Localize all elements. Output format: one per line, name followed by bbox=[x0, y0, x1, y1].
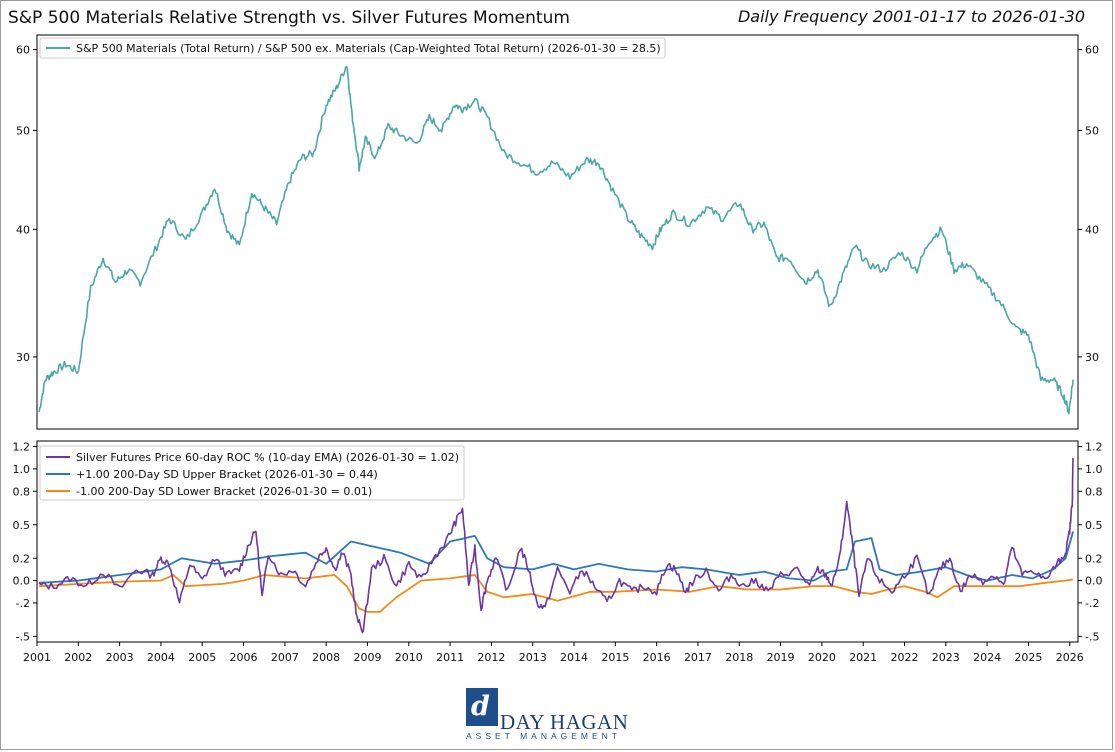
xtick-label: 2025 bbox=[1014, 651, 1042, 664]
bottom-ytick-label-right: 1.2 bbox=[1085, 441, 1103, 454]
top-ytick-label-left: 50 bbox=[16, 124, 30, 137]
bottom-ytick-label-left: -.2 bbox=[16, 597, 30, 610]
legend-label-roc: Silver Futures Price 60-day ROC % (10-da… bbox=[76, 451, 459, 464]
xtick-label: 2023 bbox=[932, 651, 960, 664]
top-ytick-label-left: 30 bbox=[16, 351, 30, 364]
day-hagan-logo-mark-icon: d bbox=[466, 688, 498, 726]
bottom-ytick-label-left: -.5 bbox=[16, 630, 30, 643]
bottom-ytick-label-left: 0.0 bbox=[13, 575, 31, 588]
top-ytick-label-left: 60 bbox=[16, 44, 30, 57]
bottom-ytick-label-left: 0.8 bbox=[13, 485, 31, 498]
xtick-label: 2022 bbox=[891, 651, 919, 664]
top-series-group bbox=[38, 65, 1074, 415]
chart-title: S&P 500 Materials Relative Strength vs. … bbox=[8, 8, 570, 28]
xtick-label: 2010 bbox=[395, 651, 423, 664]
xtick-label: 2006 bbox=[230, 651, 258, 664]
xtick-label: 2009 bbox=[353, 651, 381, 664]
xtick-label: 2019 bbox=[767, 651, 795, 664]
bottom-ytick-label-left: 0.2 bbox=[13, 552, 31, 565]
xtick-label: 2001 bbox=[23, 651, 51, 664]
xtick-label: 2013 bbox=[519, 651, 547, 664]
bottom-ytick-label-left: 1.0 bbox=[13, 463, 31, 476]
xtick-label: 2021 bbox=[849, 651, 877, 664]
bottom-ytick-label-right: -.5 bbox=[1085, 630, 1099, 643]
bottom-series-group bbox=[38, 457, 1074, 634]
xtick-label: 2005 bbox=[188, 651, 216, 664]
top-plot-area bbox=[36, 34, 1079, 430]
bottom-axes: -.5 -.5 -.2 -.2 0.0 0.0 0.2 0.2 0.5 0.5 0.8 0.8 1.0 1… bbox=[13, 441, 1103, 644]
bottom-ytick-label-right: 0.2 bbox=[1085, 552, 1103, 565]
xtick-label: 2026 bbox=[1056, 651, 1084, 664]
bottom-ytick-label-right: 1.0 bbox=[1085, 463, 1103, 476]
top-legend: S&P 500 Materials (Total Return) / S&P 5… bbox=[39, 37, 666, 59]
xtick-label: 2012 bbox=[477, 651, 505, 664]
top-ytick-label-right: 30 bbox=[1085, 351, 1099, 364]
bottom-ytick-label-left: 0.5 bbox=[13, 519, 31, 532]
xtick-label: 2003 bbox=[106, 651, 134, 664]
xtick-label: 2015 bbox=[601, 651, 629, 664]
bottom-ytick-label-right: 0.8 bbox=[1085, 485, 1103, 498]
xtick-label: 2014 bbox=[560, 651, 588, 664]
chart-subtitle: Daily Frequency 2001-01-17 to 2026-01-30 bbox=[737, 7, 1085, 26]
bottom-legend: Silver Futures Price 60-day ROC % (10-da… bbox=[39, 445, 465, 501]
xtick-label: 2020 bbox=[808, 651, 836, 664]
xtick-label: 2024 bbox=[973, 651, 1001, 664]
series-line-upper-bracket bbox=[39, 531, 1074, 584]
xtick-label: 2018 bbox=[725, 651, 753, 664]
legend-label-ratio: S&P 500 Materials (Total Return) / S&P 5… bbox=[76, 42, 661, 55]
bottom-ytick-label-left: 1.2 bbox=[13, 441, 31, 454]
top-ytick-label-right: 50 bbox=[1085, 124, 1099, 137]
x-axis: 2001 2002 2003 2004 2005 2006 2007 2008 2009 2010… bbox=[23, 642, 1084, 664]
bottom-ytick-label-right: 0.5 bbox=[1085, 519, 1103, 532]
xtick-label: 2008 bbox=[312, 651, 340, 664]
bottom-legend-box bbox=[39, 445, 465, 501]
series-line-materials-ratio bbox=[38, 65, 1074, 415]
top-legend-box bbox=[39, 37, 666, 59]
bottom-ytick-label-right: 0.0 bbox=[1085, 575, 1103, 588]
top-ytick-label-right: 60 bbox=[1085, 44, 1099, 57]
company-logo: d DAY HAGAN ASSET MANAGEMENT bbox=[462, 686, 628, 742]
top-axes: 30 30 40 40 50 50 60 60 bbox=[16, 44, 1099, 364]
bottom-ytick-label-right: -.2 bbox=[1085, 597, 1099, 610]
legend-label-lower: -1.00 200-Day SD Lower Bracket (2026-01-… bbox=[76, 485, 372, 498]
xtick-label: 2007 bbox=[271, 651, 299, 664]
series-line-silver-roc bbox=[38, 457, 1074, 634]
xtick-label: 2016 bbox=[643, 651, 671, 664]
xtick-label: 2011 bbox=[436, 651, 464, 664]
series-line-lower-bracket bbox=[39, 574, 1074, 613]
logo-subtitle: ASSET MANAGEMENT bbox=[466, 731, 621, 741]
top-ytick-label-left: 40 bbox=[16, 223, 30, 236]
top-ytick-label-right: 40 bbox=[1085, 223, 1099, 236]
xtick-label: 2002 bbox=[64, 651, 92, 664]
bottom-plot-area bbox=[36, 440, 1079, 643]
legend-label-upper: +1.00 200-Day SD Upper Bracket (2026-01-… bbox=[76, 468, 378, 481]
logo-name: DAY HAGAN bbox=[500, 710, 629, 734]
xtick-label: 2017 bbox=[684, 651, 712, 664]
xtick-label: 2004 bbox=[147, 651, 175, 664]
